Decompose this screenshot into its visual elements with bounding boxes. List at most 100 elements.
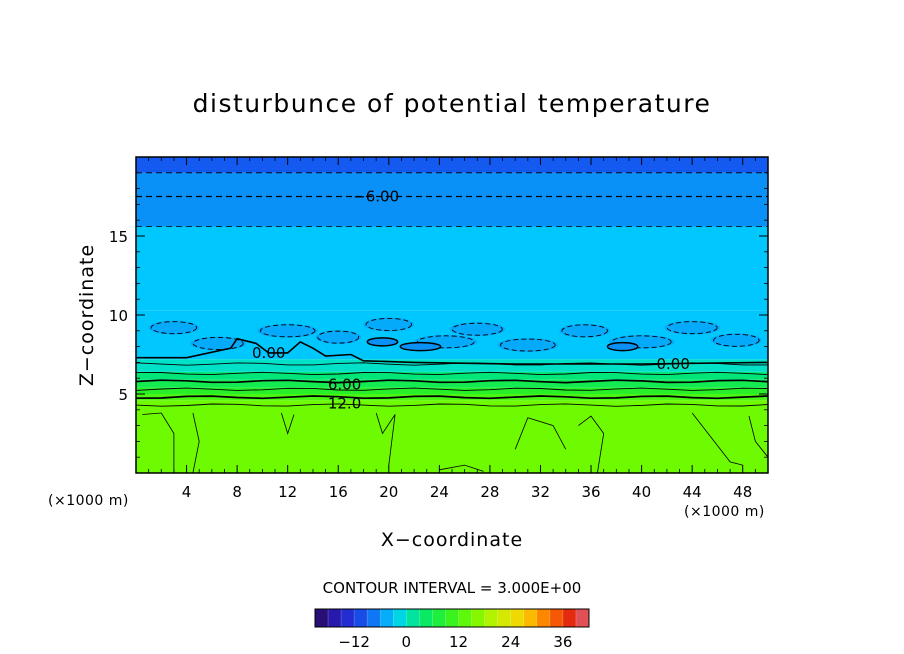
y-tick-label: 10 [109, 307, 128, 325]
colorbar-segment [523, 609, 538, 627]
colorbar-tick-label: 36 [553, 633, 572, 651]
contour-band [136, 371, 768, 380]
x-tick-label: 32 [531, 483, 550, 501]
contour-label: 0.00 [252, 344, 285, 362]
colorbar: −12 0 12 24 36 [314, 608, 590, 651]
colorbar-segment [445, 609, 459, 627]
anomaly-patch [449, 322, 506, 337]
contour-band [136, 387, 768, 394]
x-tick-label: 28 [480, 483, 499, 501]
colorbar-frame [314, 608, 590, 628]
x-tick-label: 44 [683, 483, 702, 501]
solid-contour-line [136, 403, 768, 407]
thin-contour-line [192, 412, 200, 473]
anomaly-contour [666, 321, 718, 335]
anomaly-contour [500, 338, 556, 352]
colorbar-segment [484, 609, 499, 627]
anomaly-contour [561, 324, 608, 338]
contour-band [136, 157, 768, 173]
colorbar-segment [367, 609, 381, 627]
colorbar-segment [406, 609, 420, 627]
zero-contour-line [136, 337, 768, 365]
contour-band [136, 359, 768, 372]
anomaly-patch [315, 330, 361, 345]
closed-zero-contour [606, 341, 639, 352]
colorbar-segment [562, 609, 577, 627]
colorbar-segment [380, 609, 394, 627]
colorbar-tick-label: 24 [501, 633, 520, 651]
anomaly-contour [317, 330, 360, 344]
anomaly-patch [711, 333, 762, 348]
contour-band [136, 379, 768, 388]
colorbar-segment [419, 609, 433, 627]
x-tick-label: 20 [379, 483, 398, 501]
contour-band [136, 226, 768, 311]
x-tick-label: 4 [182, 483, 192, 501]
x-tick-label: 40 [632, 483, 651, 501]
colorbar-segment [341, 609, 355, 627]
anomaly-patch [363, 317, 415, 332]
anomaly-contour [259, 324, 316, 338]
contour-label: 0.00 [656, 355, 689, 373]
colorbar-segment [458, 609, 472, 627]
thin-contour-line [578, 415, 605, 473]
contour-label: 6.00 [328, 376, 361, 394]
colorbar-segment [393, 609, 407, 627]
closed-zero-contour [366, 337, 399, 347]
colorbar-segment [575, 609, 590, 627]
x-tick-label: 48 [733, 483, 752, 501]
anomaly-patch [559, 323, 610, 338]
colorbar-segment [328, 609, 342, 627]
contour-band [136, 172, 768, 227]
thin-contour-line [514, 417, 567, 450]
solid-contour-line [136, 379, 768, 384]
closed-zero-contour [399, 341, 442, 352]
x-unit-right: (×1000 m) [684, 504, 765, 520]
x-tick-label: 24 [430, 483, 449, 501]
anomaly-contour [611, 335, 672, 349]
y-axis-label: Z−coordinate [76, 244, 98, 386]
colorbar-tick-label: 0 [402, 633, 412, 651]
colorbar-segment [354, 609, 368, 627]
x-tick-label: 36 [581, 483, 600, 501]
anomaly-contour [416, 335, 475, 349]
contour-interval-label: CONTOUR INTERVAL = 3.000E+00 [323, 579, 582, 597]
x-unit-left: (×1000 m) [48, 493, 129, 509]
contour-label: −6.00 [353, 188, 399, 206]
colorbar-segment [536, 609, 551, 627]
contour-band [136, 400, 768, 473]
x-axis-label: X−coordinate [381, 529, 523, 551]
colorbar-segment [549, 609, 564, 627]
anomaly-contour [365, 318, 413, 331]
thin-contour-line [691, 412, 743, 466]
anomaly-patch [257, 323, 319, 338]
colorbar-tick-label: 12 [449, 633, 468, 651]
thin-contour-line [142, 412, 175, 473]
x-tick-label: 12 [278, 483, 297, 501]
anomaly-patch [497, 338, 559, 353]
thin-contour-line [375, 412, 396, 466]
x-tick-label: 8 [232, 483, 242, 501]
thin-contour-line [748, 416, 768, 458]
colorbar-tick-label: −12 [338, 633, 370, 651]
anomaly-contour [150, 321, 198, 335]
chart-title: disturbunce of potential temperature [193, 89, 712, 118]
x-tick-label: 16 [329, 483, 348, 501]
colorbar-segment [497, 609, 512, 627]
colorbar-segment [315, 609, 329, 627]
contour-label: 12.0 [328, 394, 361, 412]
contour-band [136, 310, 768, 360]
thin-contour-line [281, 412, 295, 435]
solid-contour-line [136, 395, 768, 400]
colorbar-segment [471, 609, 486, 627]
anomaly-patch [148, 320, 200, 335]
colorbar-segment [510, 609, 525, 627]
anomaly-patch [664, 320, 720, 335]
anomaly-contour [451, 322, 503, 336]
solid-contour-line [136, 387, 768, 391]
y-tick-label: 5 [118, 386, 128, 404]
colorbar-segment [432, 609, 446, 627]
anomaly-contour [713, 333, 760, 347]
solid-contour-line [136, 371, 768, 376]
